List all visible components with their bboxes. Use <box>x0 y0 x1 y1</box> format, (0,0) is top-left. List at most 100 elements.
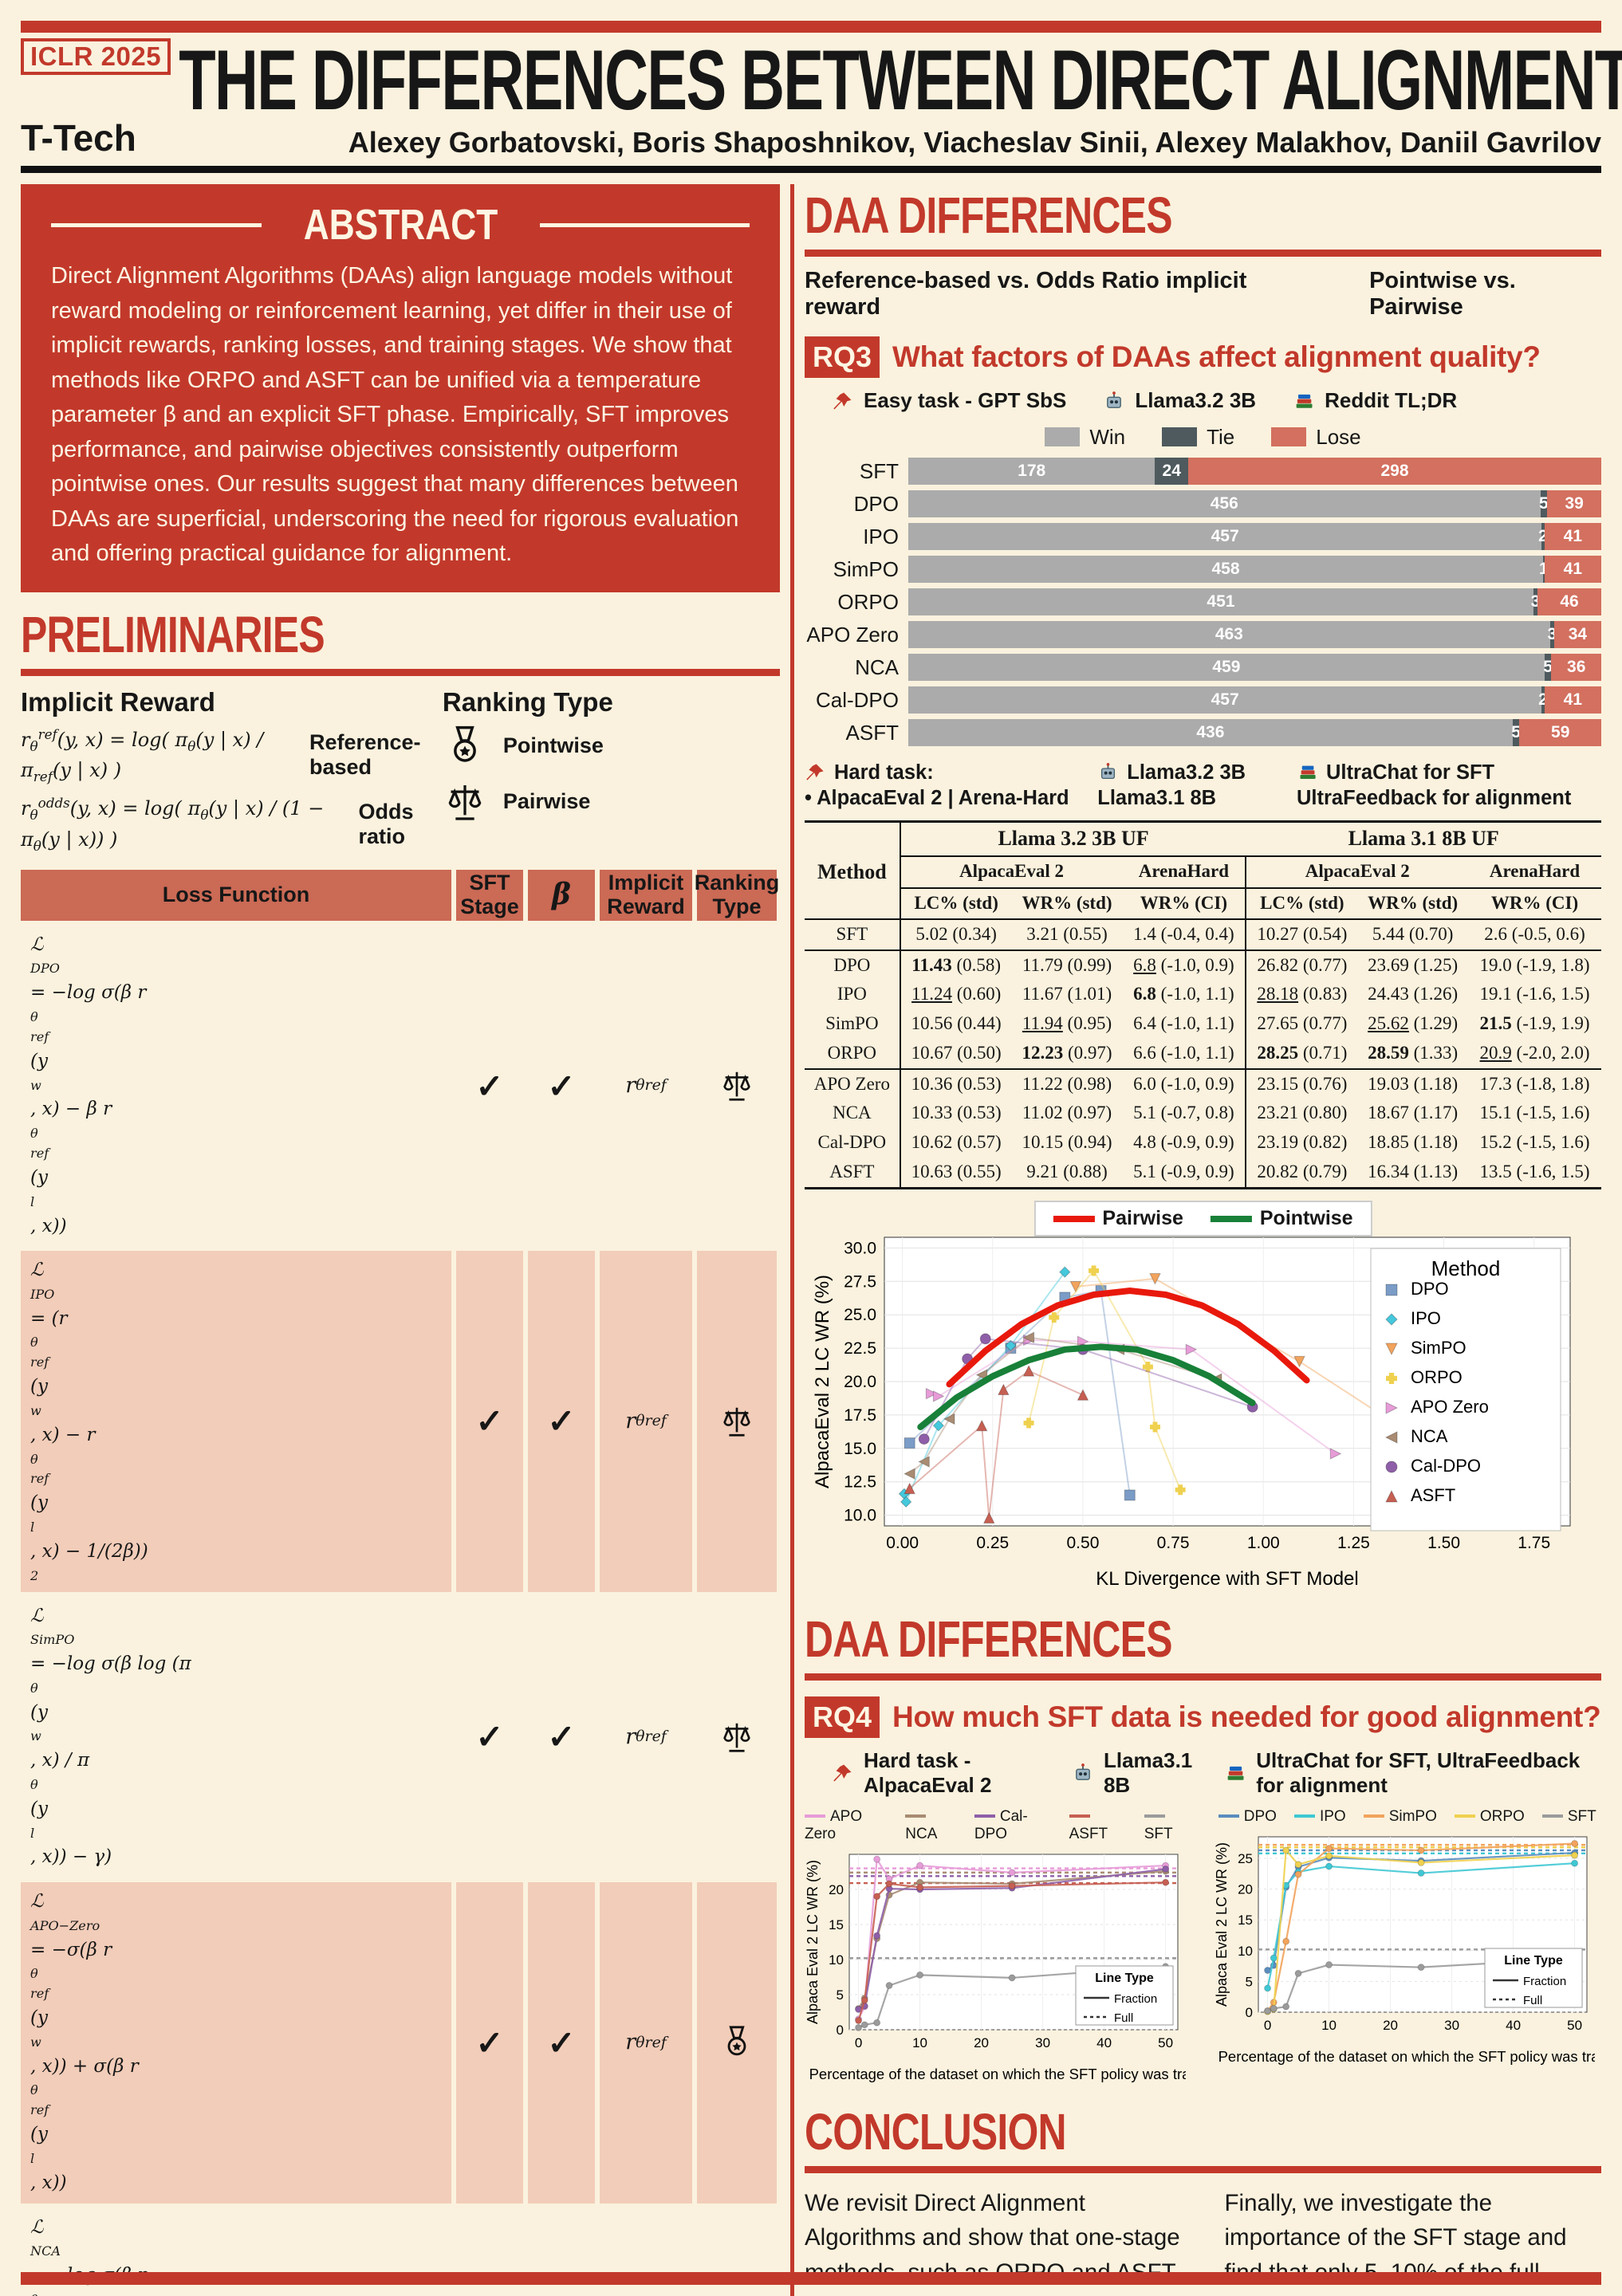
svg-text:30: 30 <box>1444 2018 1459 2033</box>
bar-segment-win: 463 <box>908 621 1550 648</box>
bar-segment-tie: 24 <box>1155 458 1189 485</box>
rq3-question: What factors of DAAs affect alignment qu… <box>892 340 1541 373</box>
tag: Hard task - AlpacaEval 2 <box>832 1748 1040 1798</box>
bar-segment-tie: 5 <box>1539 490 1549 517</box>
robot-icon <box>1103 390 1125 412</box>
check-icon: ✓ <box>547 1718 576 1756</box>
svg-text:IPO: IPO <box>1411 1308 1441 1328</box>
bar-segment-win: 457 <box>908 686 1542 714</box>
stacked-bar-row: IPO 457 2 41 <box>805 523 1601 550</box>
tag-label: Llama3.1 8B <box>1103 1748 1193 1797</box>
svg-text:22.5: 22.5 <box>844 1339 876 1358</box>
fit-legend-item: Pairwise <box>1053 1207 1183 1230</box>
svg-text:10: 10 <box>1238 1943 1253 1958</box>
svg-text:50: 50 <box>1567 2018 1582 2033</box>
reward-definitions: rθref(y, x) = log( πθ(y | x) / πref(y | … <box>21 724 443 856</box>
loss-table-row: ℒ IPO = (r θ ref (y w, x) − r θ ref (y l, x) − 1/(… <box>21 1251 780 1592</box>
pairwise-icon <box>697 1251 777 1592</box>
hard-task-text: UltraChat for SFT <box>1326 761 1495 784</box>
robot-icon <box>1072 1762 1094 1784</box>
medal-icon <box>443 724 487 769</box>
svg-text:Full: Full <box>1114 2011 1133 2025</box>
bar-segment-win: 456 <box>908 490 1541 517</box>
tag-label: Llama3.2 3B <box>1135 388 1257 412</box>
hard-task-text: Llama3.1 8B <box>1097 787 1217 809</box>
svg-text:30.0: 30.0 <box>844 1239 876 1257</box>
stacked-bar-row: SimPO 458141 <box>805 556 1601 583</box>
loss-formula: ℒ SimPO = −log σ(β log (π θ (y w, x) / π θ (y l,… <box>30 1605 191 1868</box>
abstract-box: ABSTRACT Direct Alignment Algorithms (DA… <box>21 184 780 592</box>
bar-category-label: Cal-DPO <box>815 687 899 712</box>
kl-scatter-chart: Pairwise Pointwise 10.0 12.5 15.0 17.5 20.0 22.… <box>805 1200 1601 1597</box>
books-icon <box>1224 1762 1246 1784</box>
legend-item: DPO <box>1218 1808 1277 1826</box>
scales-icon <box>718 1067 755 1104</box>
svg-text:0: 0 <box>1263 2018 1270 2033</box>
svg-text:Alpaca Eval 2 LC WR (%): Alpaca Eval 2 LC WR (%) <box>805 1859 821 2023</box>
bar-segment-lose: 41 <box>1544 556 1601 583</box>
robot-icon <box>1097 761 1119 783</box>
hard-task-text: Llama3.2 3B <box>1127 761 1246 784</box>
hard-task-text: UltraFeedback for alignment <box>1297 787 1572 809</box>
main-results-table: Llama 3.2 3B UF Llama 3.1 8B UF Method Alpa… <box>805 820 1601 1189</box>
scales-icon <box>718 1403 755 1440</box>
svg-text:Line Type: Line Type <box>1504 1954 1563 1968</box>
svg-text:1.50: 1.50 <box>1427 1534 1460 1552</box>
abstract-heading: ABSTRACT <box>303 201 498 249</box>
section-rule <box>805 250 1601 257</box>
header-rule <box>21 166 1601 173</box>
svg-text:APO Zero: APO Zero <box>1411 1397 1489 1417</box>
benchmark-table: Llama 3.2 3B UF Llama 3.1 8B UF Method Alpa… <box>805 820 1601 1189</box>
bar-segment-tie: 1 <box>1539 556 1549 583</box>
svg-text:5: 5 <box>1245 1974 1252 1989</box>
tag-label: Reddit TL;DR <box>1325 388 1458 412</box>
ranking-type-heading: Ranking Type <box>442 686 613 717</box>
svg-text:ASFT: ASFT <box>1411 1485 1455 1505</box>
pointwise-icon <box>697 1882 777 2204</box>
section-rule <box>805 2165 1601 2173</box>
bar-category-label: IPO <box>863 524 899 548</box>
loss-formula: ℒ APO−Zero = −σ(β r θ ref (y w, x)) + σ(β r θ re… <box>21 1882 451 2204</box>
stacked-bar-row: Cal-DPO 457 2 41 <box>805 686 1601 714</box>
svg-text:10: 10 <box>912 2035 927 2050</box>
svg-text:1.00: 1.00 <box>1247 1534 1280 1552</box>
legend-item: ASFT <box>1069 1808 1127 1843</box>
bottom-accent-bar <box>21 2272 1601 2285</box>
rq4-chip: RQ4 <box>805 1696 880 1738</box>
pairwise-icon <box>697 1597 777 1878</box>
implicit-reward-block: Implicit Reward rθref(y, x) = log( πθ(y … <box>21 684 780 862</box>
bar-segment-win: 451 <box>908 588 1533 615</box>
ranking-label: Pairwise <box>502 789 591 813</box>
svg-text:0: 0 <box>855 2035 862 2050</box>
pairwise-icon <box>697 926 777 1246</box>
svg-text:20: 20 <box>829 1882 844 1897</box>
bar-category-label: NCA <box>855 655 899 679</box>
loss-formula: ℒ DPO = −log σ(β r θ ref (y w, x) − β r θ ref (y l… <box>30 934 147 1236</box>
section-rule <box>805 1673 1601 1681</box>
tag: Easy task - GPT SbS <box>832 388 1066 413</box>
check-icon: ✓ <box>528 1882 595 2204</box>
pin-icon <box>832 1762 854 1784</box>
scales-icon <box>443 780 487 824</box>
svg-text:25.0: 25.0 <box>844 1306 876 1324</box>
tag: Reddit TL;DR <box>1293 388 1457 413</box>
line-chart-rq4b: DPO IPO SimPO ORPO SFT 0 5 10 15 20 25 0 10 20 30 40 50 L… <box>1214 1808 1622 2090</box>
loss-table-header: Ranking Type <box>695 869 779 921</box>
tag: UltraChat for SFT, UltraFeedback for ali… <box>1224 1748 1601 1798</box>
bar-category-label: DPO <box>853 491 899 516</box>
legend-item: ORPO <box>1454 1808 1525 1826</box>
svg-text:40: 40 <box>1506 2018 1521 2033</box>
bar-segment-tie: 2 <box>1538 686 1548 714</box>
svg-text:0.00: 0.00 <box>886 1534 919 1552</box>
reward-formula: rθodds(y, x) = log( πθ(y | x) / (1 − πθ(… <box>21 795 325 854</box>
tag-label: Easy task - GPT SbS <box>864 388 1067 412</box>
books-icon <box>1293 390 1315 412</box>
legend-item: SimPO <box>1363 1808 1437 1826</box>
bar-segment-win: 458 <box>908 556 1543 583</box>
loss-function-table: Loss Function SFT Stage β Implicit Reward Ra… <box>21 869 780 2296</box>
vs-ranking: Pointwise vs. Pairwise <box>1369 268 1516 320</box>
rq4-line-charts: APO Zero NCA Cal-DPO ASFT SFT 0 5 10 15 20 0 10 20 30… <box>805 1808 1622 2090</box>
bar-segment-lose: 34 <box>1553 621 1601 648</box>
legend-item: SFT <box>1144 1808 1193 1843</box>
